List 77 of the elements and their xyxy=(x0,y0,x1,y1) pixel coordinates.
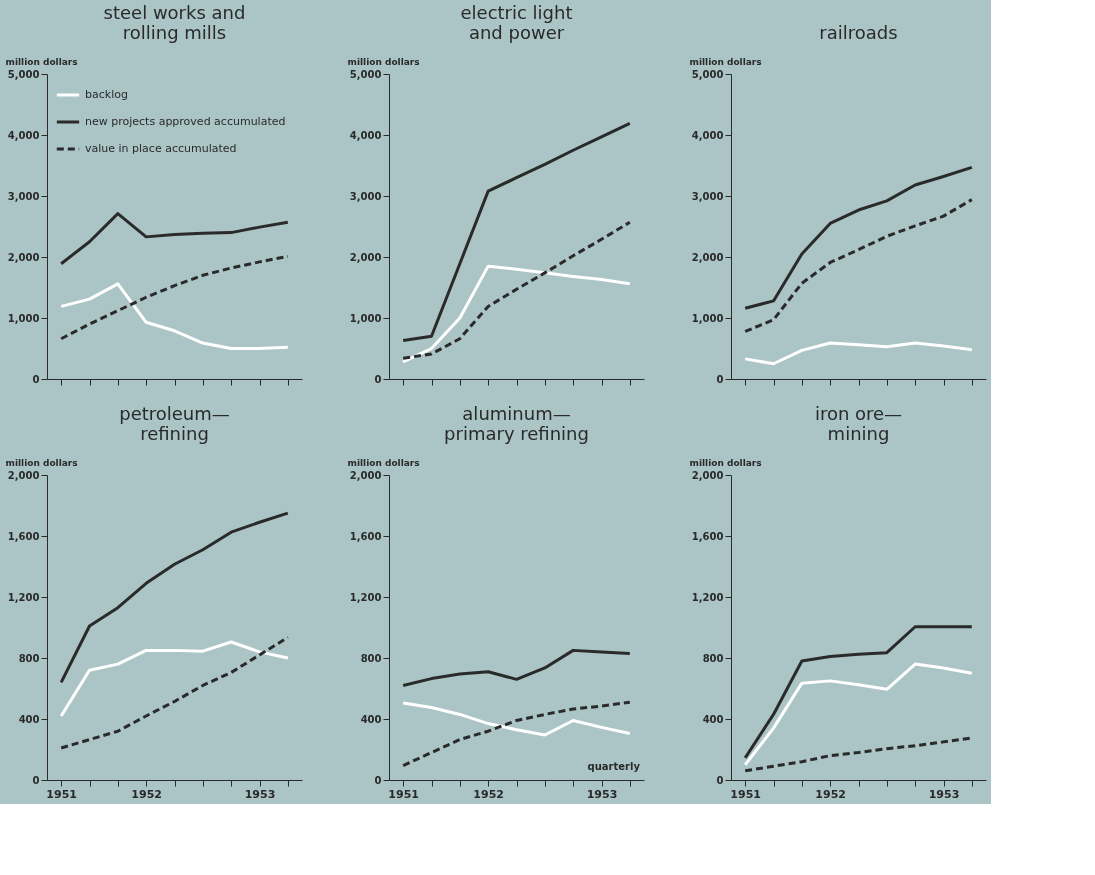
chart-title: iron ore— mining xyxy=(814,403,903,444)
line-series xyxy=(59,254,290,341)
y-tick-label: 800 xyxy=(18,652,40,664)
y-tick-label: 3,000 xyxy=(7,190,40,202)
y-tick-label: 1,000 xyxy=(349,312,382,324)
y-tick-label: 0 xyxy=(716,774,724,786)
y-tick-label: 1,200 xyxy=(7,591,40,603)
x-tick-label: 1953 xyxy=(928,787,960,801)
x-tick-label: 1952 xyxy=(815,787,846,801)
y-tick-label: 2,000 xyxy=(349,469,382,481)
line-series xyxy=(401,121,632,343)
line-series xyxy=(743,341,974,366)
chart-title: steel works and rolling mills xyxy=(103,2,246,43)
y-tick-label: 800 xyxy=(702,652,724,664)
y-tick-label: 1,600 xyxy=(349,530,382,542)
line-series xyxy=(59,212,290,266)
y-tick-label: 1,000 xyxy=(7,312,40,324)
x-tick-label: 1952 xyxy=(473,787,504,801)
y-tick-label: 4,000 xyxy=(691,129,724,141)
y-tick-label: 0 xyxy=(32,373,40,385)
y-tick-label: 5,000 xyxy=(349,68,382,80)
y-axis-title: million dollars xyxy=(347,457,420,468)
y-tick-label: 2,000 xyxy=(691,251,724,263)
y-axis-title: million dollars xyxy=(5,56,78,67)
line-series xyxy=(401,648,632,687)
chart-title: petroleum— refining xyxy=(119,403,230,444)
y-tick-label: 5,000 xyxy=(691,68,724,80)
y-tick-label: 1,200 xyxy=(349,591,382,603)
y-tick-label: 2,000 xyxy=(7,469,40,481)
line-series xyxy=(59,511,290,684)
y-axis-title: million dollars xyxy=(689,56,762,67)
chart-title: railroads xyxy=(819,22,898,43)
y-tick-label: 2,000 xyxy=(691,469,724,481)
annotation: quarterly xyxy=(587,761,641,772)
y-tick-label: 1,600 xyxy=(7,530,40,542)
x-tick-label: 1951 xyxy=(730,787,761,801)
y-tick-label: 0 xyxy=(374,774,382,786)
y-tick-label: 1,600 xyxy=(691,530,724,542)
line-series xyxy=(401,701,632,737)
legend-label: backlog xyxy=(85,88,128,101)
y-tick-label: 3,000 xyxy=(691,190,724,202)
x-tick-label: 1953 xyxy=(586,787,618,801)
x-tick-label: 1951 xyxy=(388,787,419,801)
y-tick-label: 2,000 xyxy=(7,251,40,263)
y-tick-label: 4,000 xyxy=(349,129,382,141)
y-axis-title: million dollars xyxy=(5,457,78,468)
y-tick-label: 4,000 xyxy=(7,129,40,141)
y-tick-label: 400 xyxy=(18,713,40,725)
line-series xyxy=(401,264,632,364)
y-tick-label: 800 xyxy=(360,652,382,664)
y-tick-label: 0 xyxy=(716,373,724,385)
x-tick-label: 1953 xyxy=(244,787,276,801)
y-tick-label: 3,000 xyxy=(349,190,382,202)
chart-title: aluminum— primary refining xyxy=(444,403,589,444)
line-series xyxy=(59,640,290,718)
y-tick-label: 1,000 xyxy=(691,312,724,324)
y-tick-label: 400 xyxy=(702,713,724,725)
y-tick-label: 5,000 xyxy=(7,68,40,80)
line-series xyxy=(743,165,974,310)
line-series xyxy=(743,662,974,767)
line-series xyxy=(59,635,290,750)
legend-label: value in place accumulated xyxy=(85,142,237,155)
y-tick-label: 0 xyxy=(374,373,382,385)
line-series xyxy=(743,198,974,333)
y-tick-label: 2,000 xyxy=(349,251,382,263)
x-tick-label: 1951 xyxy=(46,787,77,801)
y-tick-label: 0 xyxy=(32,774,40,786)
line-series xyxy=(743,625,974,760)
line-series xyxy=(59,282,290,350)
y-tick-label: 1,200 xyxy=(691,591,724,603)
y-tick-label: 400 xyxy=(360,713,382,725)
y-axis-title: million dollars xyxy=(689,457,762,468)
legend-label: new projects approved accumulated xyxy=(85,115,286,128)
chart-title: electric light and power xyxy=(460,2,573,43)
y-axis-title: million dollars xyxy=(347,56,420,67)
line-series xyxy=(401,220,632,360)
x-tick-label: 1952 xyxy=(131,787,162,801)
